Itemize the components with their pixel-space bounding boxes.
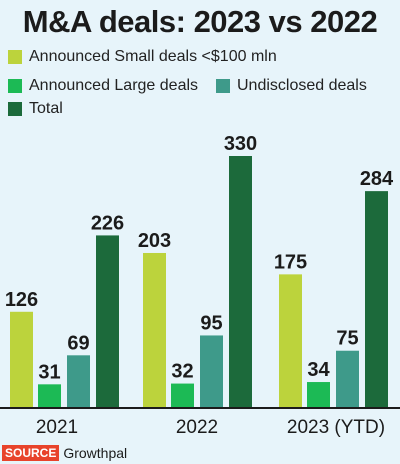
bar-total-2 — [365, 191, 388, 408]
chart-title: M&A deals: 2023 vs 2022 — [22, 4, 378, 39]
source-line: SOURCE Growthpal — [2, 444, 127, 462]
bar-large-1 — [171, 383, 194, 408]
bar-undisclosed-0 — [67, 355, 90, 408]
bar-small-0 — [10, 311, 33, 408]
data-label: 226 — [91, 212, 124, 234]
legend-item-small-deals: Announced Small deals <$100 mln — [8, 48, 277, 66]
legend-label: Announced Large deals — [29, 77, 199, 94]
legend: Announced Small deals <$100 mln Announce… — [0, 48, 400, 122]
legend-label: Total — [29, 100, 63, 117]
bar-undisclosed-1 — [200, 335, 223, 408]
bar-total-1 — [229, 156, 252, 408]
legend-swatch — [216, 79, 230, 93]
legend-item-total: Total — [8, 100, 63, 118]
bar-small-2 — [279, 274, 302, 408]
legend-label: Undisclosed deals — [237, 77, 367, 94]
data-label: 75 — [336, 328, 358, 350]
bar-total-0 — [96, 235, 119, 408]
x-tick-label: 2021 — [36, 417, 78, 438]
legend-item-large-deals: Announced Large deals — [8, 77, 198, 95]
bar-large-2 — [307, 382, 330, 408]
data-label: 330 — [224, 133, 257, 155]
legend-swatch — [8, 79, 22, 93]
x-tick-label: 2022 — [176, 417, 218, 438]
source-badge: SOURCE — [2, 445, 60, 461]
legend-swatch — [8, 102, 22, 116]
data-label: 284 — [360, 168, 394, 190]
bar-large-0 — [38, 384, 61, 408]
data-label: 175 — [274, 251, 307, 273]
legend-swatch — [8, 50, 22, 64]
x-tick-label: 2023 (YTD) — [287, 417, 385, 438]
source-name: Growthpal — [63, 445, 128, 461]
bar-undisclosed-2 — [336, 350, 359, 408]
legend-item-undisclosed: Undisclosed deals — [216, 77, 367, 95]
data-label: 32 — [171, 361, 193, 383]
data-label: 126 — [5, 289, 38, 311]
data-label: 31 — [38, 361, 60, 383]
data-label: 95 — [200, 312, 222, 334]
data-label: 203 — [138, 230, 171, 252]
legend-label: Announced Small deals <$100 mln — [29, 48, 277, 65]
data-label: 69 — [67, 332, 89, 354]
data-label: 34 — [307, 359, 330, 381]
bar-small-1 — [143, 252, 166, 408]
